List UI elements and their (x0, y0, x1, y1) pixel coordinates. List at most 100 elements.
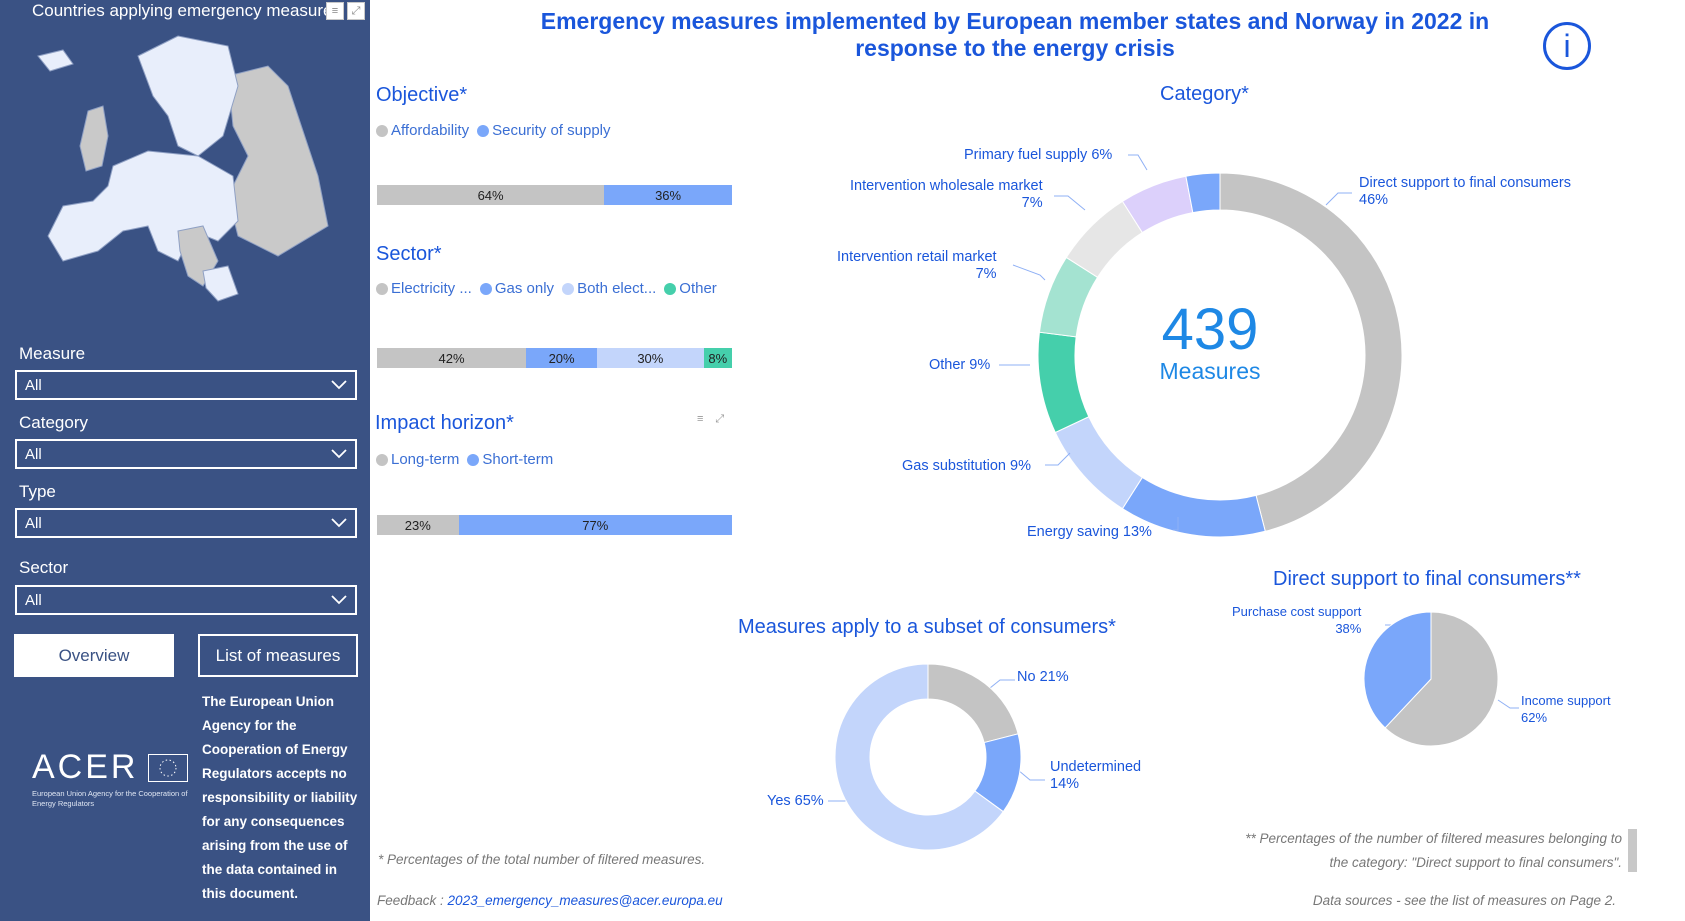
leader-line-energy (1173, 517, 1179, 531)
acer-logo-subtitle: European Union Agency for the Cooperatio… (32, 789, 188, 808)
legend-dot (376, 124, 388, 137)
label-no: No 21% (1017, 669, 1069, 685)
focus-mode-icon[interactable]: ⤢ (715, 413, 725, 425)
filter-icon[interactable]: ≡ (326, 2, 344, 20)
label-wholesale-market-name: Intervention wholesale market (850, 178, 1043, 194)
scrollbar[interactable] (1628, 829, 1637, 872)
bar-segment-short-term[interactable]: 77% (458, 515, 732, 535)
slice-unlabelled[interactable] (1185, 172, 1221, 214)
label-primary-fuel: Primary fuel supply 6% (964, 147, 1113, 163)
sector-bar: 42% 20% 30% 8% (377, 348, 732, 368)
legend-label: Electricity ... (391, 280, 472, 297)
bar-segment-long-term[interactable]: 23% (377, 515, 459, 535)
legend-label: Gas only (494, 280, 555, 297)
map-title: Countries applying emergency measures (32, 1, 341, 20)
objective-bar: 64% 36% (377, 185, 732, 205)
slice-income-support[interactable] (1384, 611, 1499, 747)
legend-item-other[interactable]: Other (664, 280, 717, 297)
legend-item-affordability[interactable]: Affordability (376, 122, 469, 139)
type-dropdown[interactable]: All (15, 508, 357, 538)
measures-label: Measures (1159, 358, 1261, 384)
map-uk (79, 105, 109, 172)
info-icon[interactable]: i (1543, 22, 1591, 70)
legend-item-short-term[interactable]: Short-term (467, 451, 553, 468)
label-income-support-name: Income support (1521, 693, 1611, 708)
filter-icon[interactable]: ≡ (697, 413, 704, 425)
bar-segment-other[interactable]: 8% (703, 348, 732, 368)
legend-dot (477, 124, 490, 137)
label-wholesale-market-pct: 7% (1021, 195, 1043, 211)
slice-direct-support[interactable] (1219, 172, 1403, 532)
category-dropdown-value: All (25, 446, 42, 463)
leader-line-direct (1325, 192, 1352, 206)
label-income-support: Income support 62% (1521, 692, 1611, 726)
footnote-right-line-2: the category: "Direct support to final c… (1329, 855, 1622, 870)
sector-title: Sector* (376, 243, 442, 265)
focus-mode-icon[interactable]: ⤢ (347, 2, 365, 20)
footnote-left: * Percentages of the total number of fil… (378, 852, 706, 867)
label-energy-saving: Energy saving 13% (1027, 524, 1152, 540)
legend-item-gas-only[interactable]: Gas only (479, 280, 555, 297)
category-title: Category* (1160, 83, 1249, 105)
slice-purchase-cost-support[interactable] (1363, 611, 1432, 729)
sector-dropdown[interactable]: All (15, 585, 357, 615)
label-undetermined: Undetermined 14% (1050, 759, 1141, 793)
impact-visual-icons: ≡ ⤢ (697, 413, 724, 426)
legend-item-long-term[interactable]: Long-term (376, 451, 459, 468)
sector-dropdown-value: All (25, 592, 42, 609)
list-of-measures-button[interactable]: List of measures (198, 634, 358, 677)
sector-legend: Electricity ... Gas only Both elect... O… (376, 280, 717, 297)
chevron-down-icon (331, 595, 347, 605)
measure-dropdown-value: All (25, 377, 42, 394)
overview-button[interactable]: Overview (14, 634, 174, 677)
slicer-label-measure: Measure (19, 344, 86, 363)
legend-item-electricity[interactable]: Electricity ... (376, 280, 472, 297)
leader-line-retail (1012, 264, 1046, 281)
legend-dot (376, 453, 388, 466)
bar-segment-electricity[interactable]: 42% (377, 348, 527, 368)
subset-donut-chart (834, 663, 1022, 851)
slicer-label-type: Type (19, 482, 56, 501)
legend-label: Affordability (391, 122, 470, 139)
feedback-line: Feedback : 2023_emergency_measures@acer.… (377, 893, 723, 908)
slicer-label-category: Category (19, 413, 88, 432)
legend-label: Other (679, 280, 717, 297)
category-donut-chart (1037, 172, 1403, 538)
acer-logo-word: ACER (32, 748, 139, 786)
bar-segment-gas-only[interactable]: 20% (526, 348, 598, 368)
legend-item-both[interactable]: Both elect... (562, 280, 656, 297)
leader-line-primary (1128, 154, 1148, 171)
page-title: Emergency measures implemented by Europe… (540, 8, 1490, 61)
measure-dropdown[interactable]: All (15, 370, 357, 400)
slice-no[interactable] (927, 663, 1019, 744)
legend-item-security[interactable]: Security of supply (477, 122, 611, 139)
legend-label: Short-term (482, 451, 554, 468)
chevron-down-icon (331, 518, 347, 528)
objective-legend: Affordability Security of supply (376, 122, 611, 139)
legend-dot (664, 282, 677, 295)
label-yes: Yes 65% (767, 793, 824, 809)
label-undetermined-pct: 14% (1050, 776, 1080, 792)
footnote-right: ** Percentages of the number of filtered… (1245, 827, 1622, 875)
label-direct-support-name: Direct support to final consumers (1359, 175, 1571, 191)
measures-count: 439 (1161, 297, 1259, 362)
sidebar: Countries applying emergency measures ≡ … (0, 0, 370, 921)
chevron-down-icon (331, 449, 347, 459)
legend-dot (479, 282, 492, 295)
map-iceland (37, 49, 74, 72)
disclaimer-text: The European Union Agency for the Cooper… (202, 694, 358, 901)
direct-support-title: Direct support to final consumers** (1273, 568, 1581, 590)
feedback-email-link[interactable]: 2023_emergency_measures@acer.europa.eu (447, 893, 723, 908)
europe-map[interactable] (28, 26, 350, 316)
category-dropdown[interactable]: All (15, 439, 357, 469)
map-visual-icons: ≡ ⤢ (326, 2, 365, 20)
bar-segment-affordability[interactable]: 64% (377, 185, 605, 205)
leader-line-no (989, 679, 1015, 689)
legend-label: Long-term (391, 451, 460, 468)
label-undetermined-name: Undetermined (1050, 759, 1142, 775)
slice-yes[interactable] (834, 663, 1004, 851)
bar-segment-both[interactable]: 30% (597, 348, 704, 368)
bar-segment-security[interactable]: 36% (604, 185, 732, 205)
label-wholesale-market: Intervention wholesale market 7% (850, 178, 1043, 212)
